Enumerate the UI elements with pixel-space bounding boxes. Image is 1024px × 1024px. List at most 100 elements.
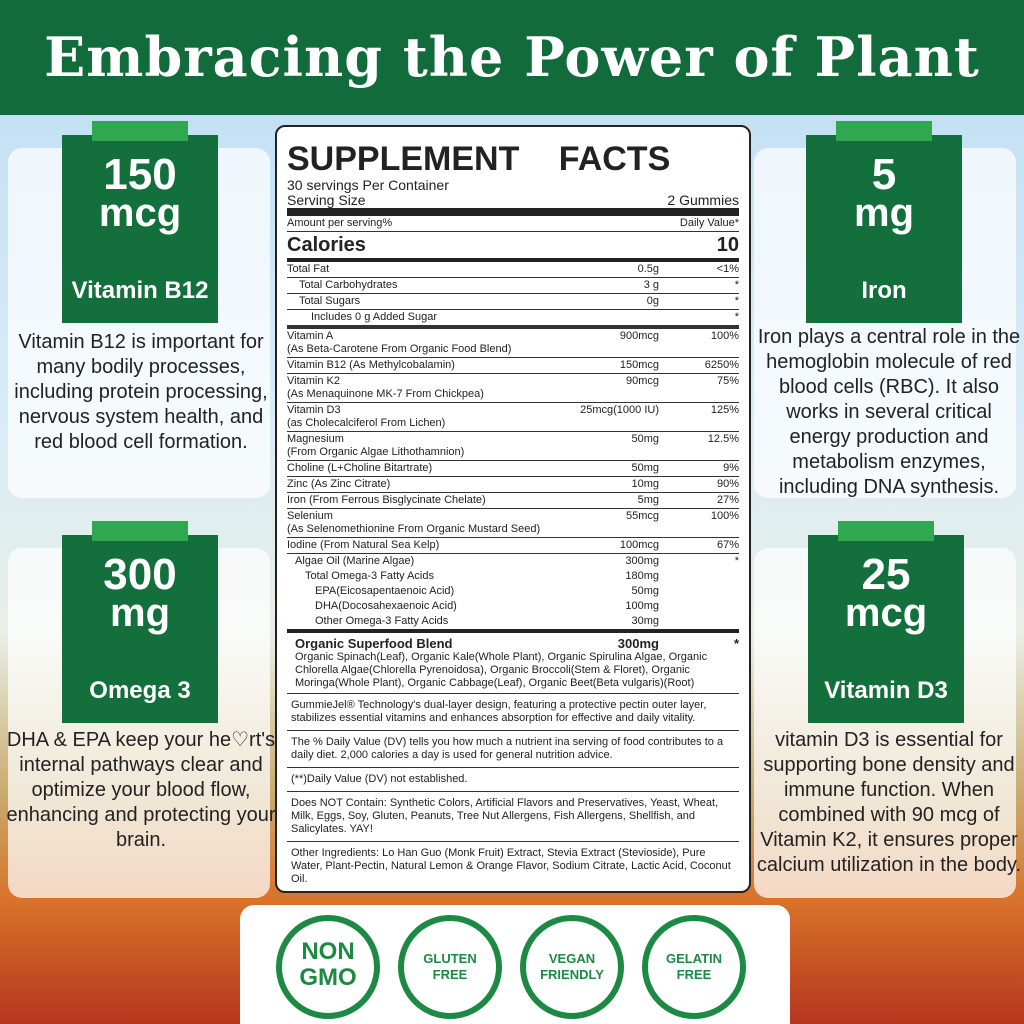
calories: 10 (716, 234, 739, 256)
nutrient: Iodine (From Natural Sea Kelp) (287, 539, 549, 552)
fact-row: Total Carbohydrates 3 g * (287, 278, 739, 294)
amount: 3 g (643, 279, 659, 291)
nutrient-name: Total Sugars (299, 295, 361, 307)
daily-value: <1% (716, 263, 739, 275)
serving-size-label: Serving Size (287, 192, 366, 208)
calories-label: Calories (287, 234, 366, 256)
nutrient-name: Iron (861, 277, 907, 304)
nutrient-source: (As Selenomethionine From Organic Mustar… (287, 523, 541, 535)
blend-name: Organic Superfood Blend (295, 636, 453, 651)
amount: 0g (646, 295, 659, 307)
amount: 100mcg (619, 539, 659, 551)
amount: 180mg (625, 570, 659, 582)
value-badge: 150 mcg Vitamin B12 (62, 121, 218, 323)
badge-icon: GELATIN FREE (642, 915, 746, 1019)
daily-value: * (734, 279, 739, 291)
fact-row: Choline (L+Choline Bitartrate) 50mg 9% (287, 461, 739, 477)
omega-row: Other Omega-3 Fatty Acids 30mg (295, 614, 739, 629)
fact-row: Zinc (As Zinc Citrate) 10mg 90% (287, 477, 739, 493)
amount: 5mg (637, 494, 659, 506)
daily-value: * (734, 311, 739, 323)
nutrient: Total Sugars (287, 295, 549, 308)
fact-row: Selenium (As Selenomethionine From Organi… (287, 509, 739, 538)
amount: 900mcg (619, 330, 659, 342)
amount: 50mg (631, 585, 659, 597)
daily-value: 125% (710, 404, 739, 416)
daily-value: 67% (716, 539, 739, 551)
omega-row: Algae Oil (Marine Algae) 300mg * (295, 554, 739, 569)
amount: 300mg (625, 555, 659, 567)
amount: 30mg (631, 615, 659, 627)
daily-value (659, 600, 739, 613)
nutrient: Includes 0 g Added Sugar (287, 311, 549, 324)
nutrient-name: Vitamin D3 (287, 404, 341, 416)
serving-size: 2 Gummies (667, 192, 739, 208)
badge-text: GELATIN FREE (665, 951, 723, 982)
nutrient-name: Vitamin B12 (As Methylcobalamin) (287, 359, 455, 371)
nutrient-name: Includes 0 g Added Sugar (311, 311, 437, 323)
fact-row: Magnesium (From Organic Algae Lithothamni… (287, 432, 739, 461)
omega-row: Total Omega-3 Fatty Acids 180mg (295, 569, 739, 584)
amount: 90mcg (625, 375, 659, 387)
description: Iron plays a central role in the hemoglo… (757, 326, 1021, 498)
amount: 55mcg (625, 510, 659, 522)
amount: 150 (103, 150, 177, 199)
amount: 0.5g (637, 263, 659, 275)
nutrient-name: Choline (L+Choline Bitartrate) (287, 462, 433, 474)
badge-icon: GLUTEN FREE (398, 915, 502, 1019)
note: GummieJel® Technology's dual-layer desig… (287, 694, 739, 731)
amount: 150mcg (619, 359, 659, 371)
badge-text: GLUTEN FREE (423, 951, 477, 982)
nutrient-name: Total Carbohydrates (299, 279, 398, 291)
nutrient-name: Omega 3 (89, 677, 191, 704)
badge-text: NON GMO (299, 938, 357, 991)
daily-value: 75% (716, 375, 739, 387)
omega-row: DHA(Docosahexaenoic Acid) 100mg (295, 599, 739, 614)
amount: 100mg (625, 600, 659, 612)
nutrient: Choline (L+Choline Bitartrate) (287, 462, 549, 475)
nutrient: Magnesium (From Organic Algae Lithothamni… (287, 433, 549, 459)
unit: mcg (844, 591, 928, 635)
amount: 10mg (631, 478, 659, 490)
nutrient-name: Total Fat (287, 263, 330, 275)
amount: 50mg (631, 433, 659, 445)
blend-text: Organic Spinach(Leaf), Organic Kale(Whol… (295, 651, 708, 689)
note: The % Daily Value (DV) tells you how muc… (287, 731, 739, 768)
fact-row: Iodine (From Natural Sea Kelp) 100mcg 67% (287, 538, 739, 554)
value-badge: 25 mcg Vitamin D3 (808, 521, 964, 723)
fact-row: Total Fat 0.5g <1% (287, 262, 739, 278)
amount (549, 311, 659, 324)
fact-row: Vitamin D3 (as Cholecalciferol From Liche… (287, 403, 739, 432)
unit: mg (110, 591, 170, 635)
daily-value (659, 615, 739, 628)
unit: mg (854, 191, 914, 235)
nutrient-name: Selenium (287, 510, 333, 522)
fact-row: Total Sugars 0g * (287, 294, 739, 310)
note: Other Ingredients: Lo Han Guo (Monk Frui… (287, 842, 739, 891)
description: Vitamin B12 is important for many bodily… (14, 331, 268, 453)
omega-name: EPA(Eicosapentaenoic Acid) (315, 585, 455, 597)
nutrient: Total Carbohydrates (287, 279, 549, 292)
nutrient-name: Vitamin K2 (287, 375, 340, 387)
daily-value (659, 570, 739, 583)
nutrient: Zinc (As Zinc Citrate) (287, 478, 549, 491)
value-badge: 300 mg Omega 3 (62, 521, 218, 723)
description: DHA & EPA keep your he♡rt's internal pat… (6, 729, 276, 851)
omega-name: DHA(Docosahexaenoic Acid) (315, 600, 457, 612)
supplement-facts: SUPPLEMENT FACTS 30 servings Per Contain… (275, 125, 751, 893)
nutrient-name: Magnesium (287, 433, 344, 445)
badge-strip: NON GMO GLUTEN FREE VEGAN FRIENDLY GELATIN … (240, 905, 790, 1024)
amount: 300 (103, 550, 177, 599)
nutrient-name: Iodine (From Natural Sea Kelp) (287, 539, 440, 551)
daily-value: 6250% (704, 359, 739, 371)
nutrient: Vitamin D3 (as Cholecalciferol From Liche… (287, 404, 549, 430)
nutrient-source: (As Beta-Carotene From Organic Food Blen… (287, 343, 512, 355)
note: Does NOT Contain: Synthetic Colors, Arti… (287, 792, 739, 842)
daily-value: 100% (710, 510, 739, 522)
amount: 50mg (631, 462, 659, 474)
nutrient-source: (as Cholecalciferol From Lichen) (287, 417, 446, 429)
value-badge: 5 mg Iron (806, 121, 962, 323)
nutrient: Vitamin B12 (As Methylcobalamin) (287, 359, 549, 372)
header-title: Embracing the Power of Plant (0, 0, 1024, 115)
